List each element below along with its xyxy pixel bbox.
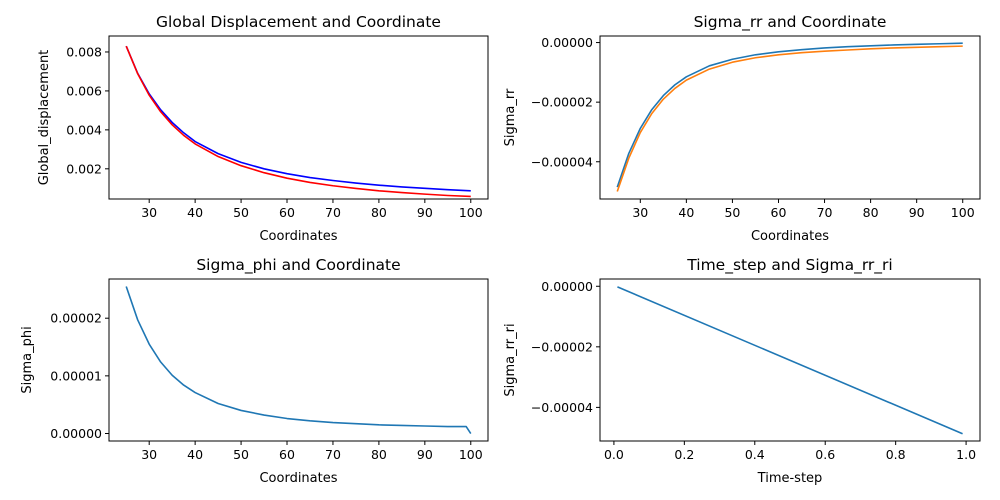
x-axis-label: Coordinates bbox=[259, 229, 337, 244]
y-axis-label: Sigma_phi bbox=[20, 326, 35, 393]
x-axis-label: Time-step bbox=[757, 471, 823, 486]
y-tick-label: 0.00000 bbox=[50, 426, 102, 441]
chart-title: Sigma_phi and Coordinate bbox=[196, 256, 400, 275]
x-tick-label: 60 bbox=[279, 205, 295, 220]
y-tick-label: 0.006 bbox=[66, 83, 102, 98]
series-line-1 bbox=[617, 286, 963, 435]
axes-frame bbox=[599, 278, 981, 442]
y-tick-label: −0.00004 bbox=[531, 400, 593, 415]
axes-frame bbox=[599, 35, 981, 200]
y-tick-label: −0.00002 bbox=[531, 339, 593, 354]
x-tick-label: 30 bbox=[141, 205, 157, 220]
x-tick-label: 80 bbox=[371, 447, 387, 462]
x-tick-label: 70 bbox=[817, 205, 833, 220]
x-tick-label: 60 bbox=[279, 447, 295, 462]
subplot-4: 0.0 0.2 0.4 0.6 0.8 1.0 0.00000 −0.00002 −0.0000… bbox=[503, 256, 981, 486]
subplot-2: 30 40 50 60 70 80 90 100 0.00000 −0.00002 −0.00004… bbox=[503, 13, 981, 244]
y-axis-label: Sigma_rr bbox=[503, 88, 518, 146]
x-tick-label: 40 bbox=[187, 205, 203, 220]
chart-title: Sigma_rr and Coordinate bbox=[694, 13, 887, 32]
x-tick-label: 90 bbox=[417, 447, 433, 462]
series-line-2 bbox=[125, 45, 471, 198]
axes-frame bbox=[108, 278, 489, 442]
series-line-1 bbox=[616, 42, 963, 188]
x-tick-label: 90 bbox=[909, 205, 925, 220]
y-tick-label: 0.008 bbox=[66, 44, 102, 59]
x-axis-label: Coordinates bbox=[751, 229, 829, 244]
x-tick-label: 50 bbox=[724, 205, 740, 220]
y-tick-label: −0.00002 bbox=[531, 95, 593, 110]
y-axis-label: Sigma_rr_ri bbox=[503, 323, 518, 396]
y-axis-label: Global_displacement bbox=[37, 50, 52, 186]
x-tick-label: 100 bbox=[459, 205, 483, 220]
x-tick-label: 80 bbox=[371, 205, 387, 220]
x-tick-label: 0.2 bbox=[674, 447, 694, 462]
x-tick-label: 70 bbox=[325, 205, 341, 220]
x-tick-label: 0.4 bbox=[745, 447, 765, 462]
y-tick-label: 0.00000 bbox=[541, 35, 593, 50]
y-tick-label: 0.00001 bbox=[50, 368, 102, 383]
chart-title: Global Displacement and Coordinate bbox=[156, 13, 441, 31]
subplot-1: 30 40 50 60 70 80 90 100 0.002 0.004 0.006 0.008 Glo… bbox=[37, 13, 489, 244]
x-tick-label: 50 bbox=[233, 447, 249, 462]
x-tick-label: 0.8 bbox=[886, 447, 906, 462]
y-tick-label: −0.00004 bbox=[531, 154, 593, 169]
x-tick-label: 0.6 bbox=[815, 447, 835, 462]
x-tick-label: 50 bbox=[233, 205, 249, 220]
x-tick-label: 80 bbox=[863, 205, 879, 220]
x-axis-label: Coordinates bbox=[259, 471, 337, 486]
x-tick-label: 0.0 bbox=[604, 447, 624, 462]
x-tick-label: 30 bbox=[141, 447, 157, 462]
x-tick-label: 1.0 bbox=[956, 447, 976, 462]
y-tick-label: 0.00000 bbox=[541, 279, 593, 294]
series-line-2 bbox=[616, 45, 963, 192]
x-tick-label: 30 bbox=[632, 205, 648, 220]
chart-title: Time_step and Sigma_rr_ri bbox=[686, 256, 892, 275]
series-line-1 bbox=[125, 45, 471, 192]
x-tick-label: 40 bbox=[187, 447, 203, 462]
subplot-3: 30 40 50 60 70 80 90 100 0.00000 0.00001 0.00002 Si… bbox=[20, 256, 489, 486]
x-tick-label: 100 bbox=[951, 205, 975, 220]
y-tick-label: 0.002 bbox=[66, 161, 102, 176]
series-line-1 bbox=[125, 286, 472, 434]
x-tick-label: 60 bbox=[771, 205, 787, 220]
axes-frame bbox=[108, 35, 489, 200]
x-tick-label: 40 bbox=[678, 205, 694, 220]
y-tick-label: 0.00002 bbox=[50, 311, 102, 326]
x-tick-label: 90 bbox=[417, 205, 433, 220]
x-tick-label: 70 bbox=[325, 447, 341, 462]
y-tick-label: 0.004 bbox=[66, 122, 102, 137]
x-tick-label: 100 bbox=[459, 447, 483, 462]
